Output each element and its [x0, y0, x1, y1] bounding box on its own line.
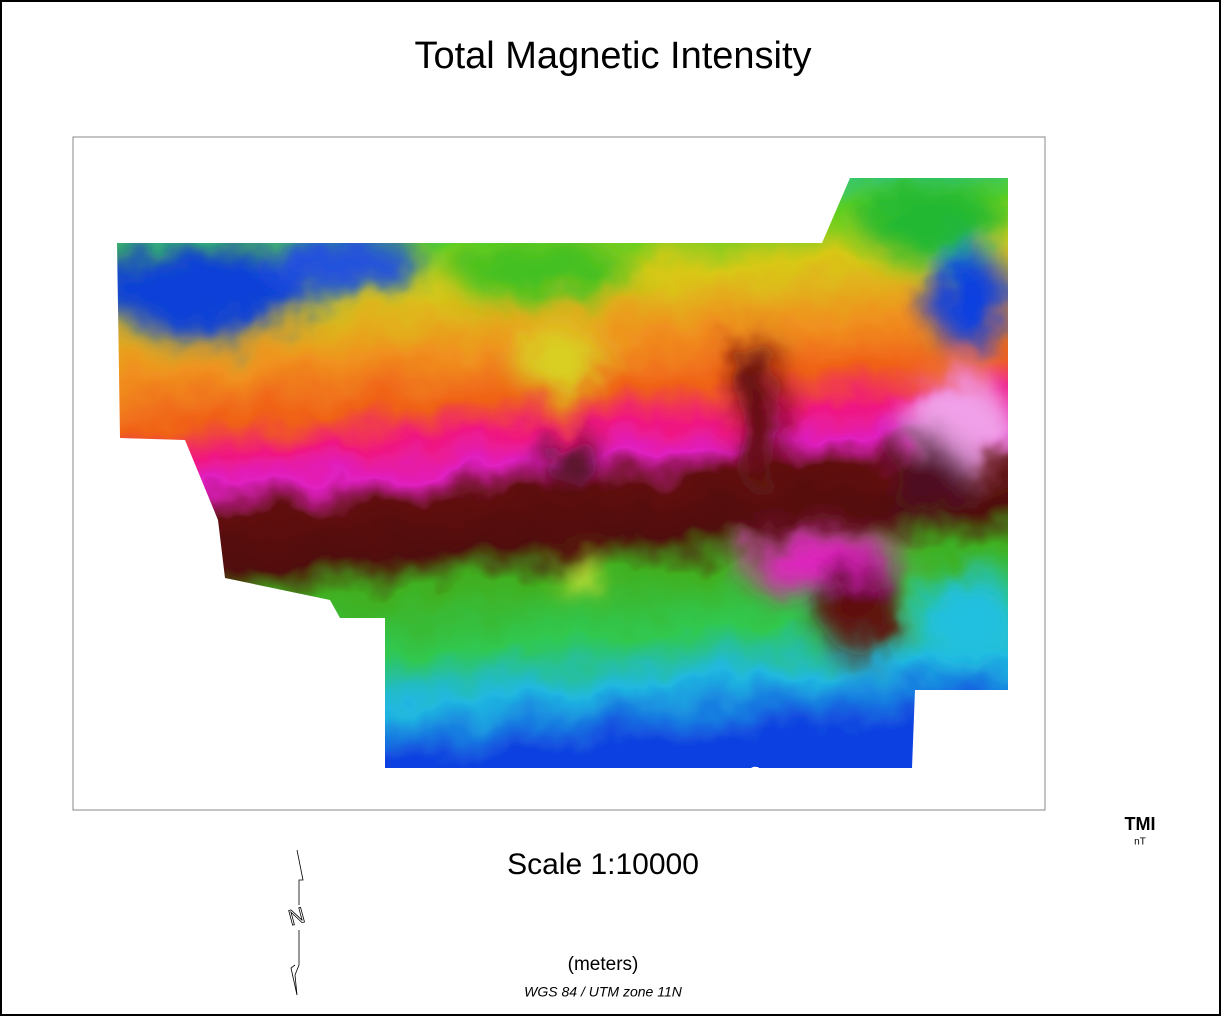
legend-unit: nT [1134, 837, 1146, 848]
legend-title: TMI [1125, 814, 1156, 834]
scale-unit: (meters) [568, 954, 639, 975]
projection: WGS 84 / UTM zone 11N [524, 984, 683, 1000]
tmi-raster [90, 170, 1020, 780]
map-title: Total Magnetic Intensity [414, 35, 811, 77]
scale-title: Scale 1:10000 [507, 848, 699, 881]
map-page: Total Magnetic Intensity T [0, 0, 1221, 1016]
north-label: N [286, 902, 308, 930]
